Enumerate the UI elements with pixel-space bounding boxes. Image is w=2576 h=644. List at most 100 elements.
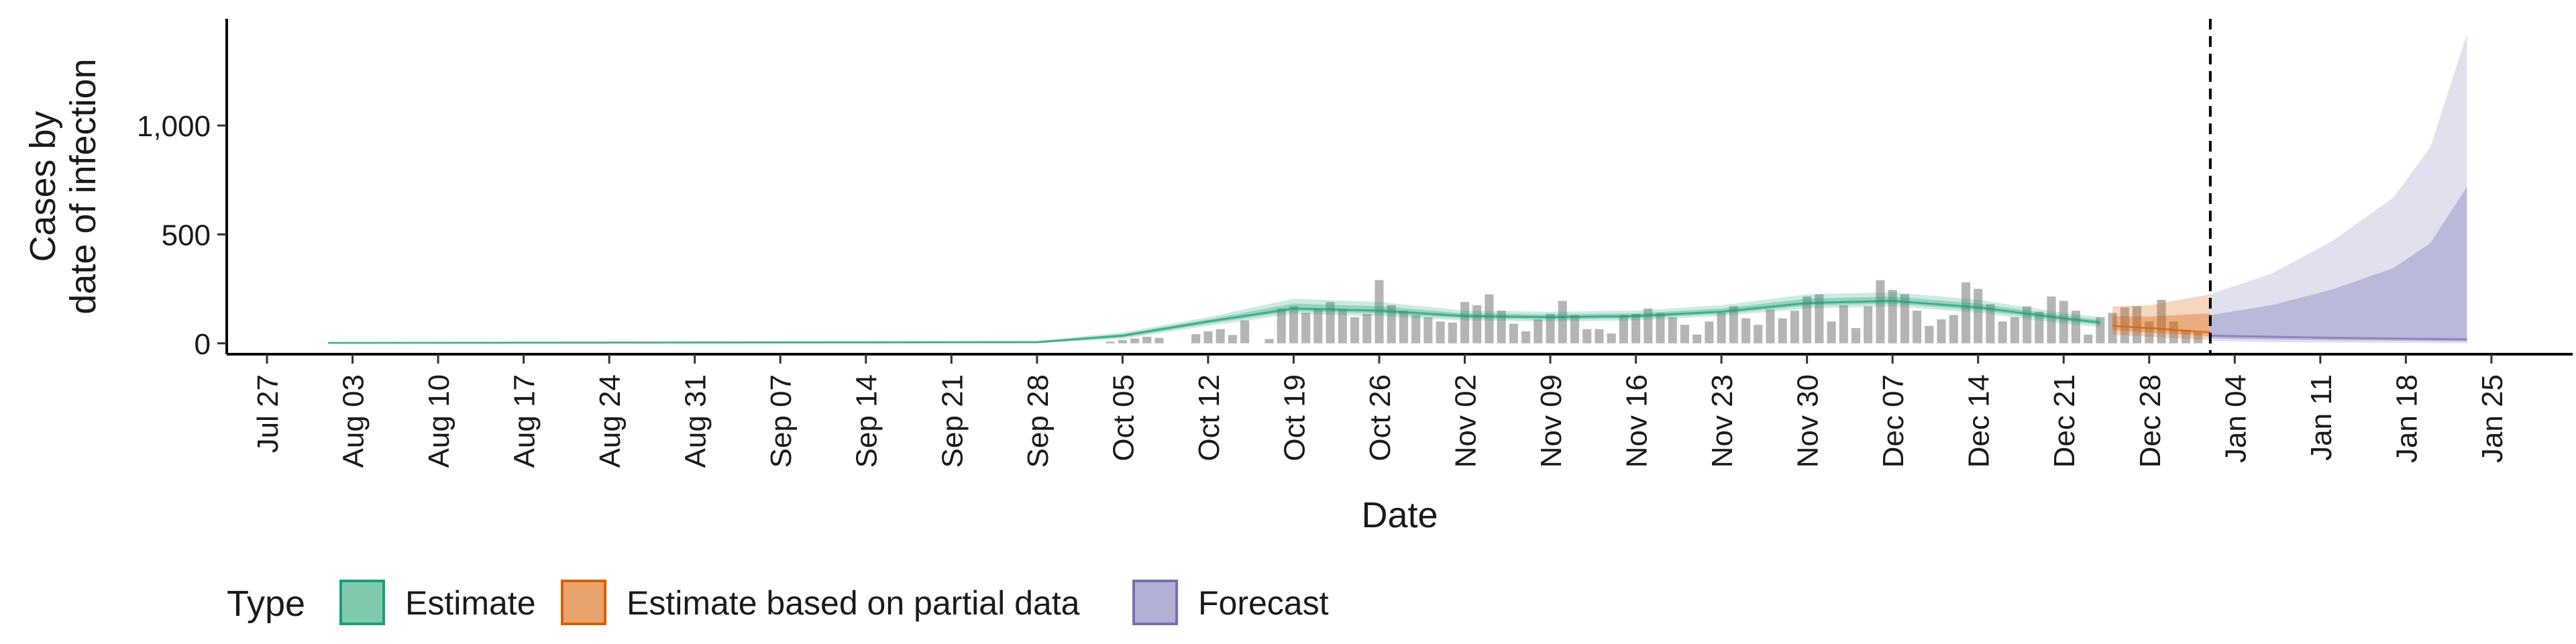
reported-case-bar	[1949, 315, 1958, 343]
x-tick-label: Sep 28	[1022, 374, 1055, 468]
reported-case-bar	[1497, 311, 1506, 343]
reported-case-bar	[1448, 322, 1457, 343]
reported-case-bar	[2108, 313, 2117, 343]
forecast-band-outer	[2210, 34, 2467, 343]
x-tick-label: Jan 04	[2219, 374, 2252, 463]
reported-case-bar	[1326, 302, 1335, 343]
x-tick-label: Nov 30	[1792, 374, 1825, 468]
reported-case-bar	[1240, 320, 1250, 343]
x-tick-label: Nov 09	[1535, 374, 1568, 468]
y-axis-title-line-2: date of infection	[63, 58, 103, 314]
reported-case-bar	[1277, 308, 1286, 343]
estimate-lines	[328, 299, 2467, 344]
reported-case-bar	[1778, 318, 1787, 343]
y-axis-title: Cases by date of infection	[23, 58, 103, 314]
reported-case-bar	[1888, 290, 1897, 343]
reported-case-bar	[1644, 308, 1653, 343]
reported-case-bar	[1155, 337, 1164, 343]
x-tick-label: Aug 10	[423, 374, 455, 468]
reported-case-bar	[2194, 332, 2203, 343]
reported-case-bar	[1338, 309, 1347, 343]
reported-case-bar	[1399, 311, 1408, 343]
reported-case-bar	[1411, 315, 1421, 343]
y-tick-label: 500	[162, 219, 211, 252]
x-tick-label: Nov 16	[1621, 374, 1654, 468]
reported-case-bar	[1350, 317, 1360, 343]
reported-case-bar	[1619, 315, 1628, 343]
reported-case-bar	[1864, 306, 1873, 343]
reported-case-bar	[1851, 328, 1861, 343]
reported-case-bar	[1827, 321, 1836, 343]
reported-case-bar	[1521, 331, 1531, 343]
x-tick-label: Sep 07	[765, 374, 798, 468]
reported-case-bar	[1460, 302, 1470, 343]
reported-case-bar	[2169, 321, 2178, 343]
x-tick-label: Dec 21	[2048, 374, 2081, 468]
x-tick-label: Oct 05	[1107, 374, 1140, 462]
x-tick-label: Aug 03	[337, 374, 370, 468]
reported-case-bar	[1913, 311, 1922, 343]
reported-case-bar	[1570, 315, 1580, 343]
reported-case-bar	[1790, 311, 1799, 343]
reported-case-bar	[2096, 317, 2105, 343]
reported-case-bar	[2010, 317, 2019, 343]
x-tick-label: Aug 17	[508, 374, 541, 468]
x-tick-label: Oct 26	[1364, 374, 1397, 462]
y-tick-label: 1,000	[137, 110, 211, 143]
reported-case-bar	[1582, 329, 1592, 343]
reported-case-bar	[2157, 299, 2166, 343]
x-tick-label: Jul 27	[252, 374, 284, 453]
x-axis-ticks: Jul 27 Aug 03 Aug 10 Aug 17 Aug 24 Aug 31 Sep …	[252, 354, 2509, 468]
reported-case-bar	[1130, 338, 1140, 343]
legend-label-partial-estimate: Estimate based on partial data	[627, 584, 1080, 622]
legend-key-forecast	[1132, 580, 1178, 625]
reported-case-bar	[1472, 305, 1482, 343]
reported-case-bar	[1729, 306, 1738, 343]
reported-case-bar	[2035, 311, 2044, 343]
legend-key-partial-estimate	[561, 580, 606, 625]
legend-label-forecast: Forecast	[1198, 584, 1329, 622]
x-tick-label: Nov 02	[1449, 374, 1482, 468]
legend-title: Type	[227, 584, 305, 624]
reported-case-bar	[2084, 334, 2093, 343]
reported-case-bar	[1546, 313, 1555, 343]
x-axis-title: Date	[1361, 495, 1438, 535]
reported-case-bar	[1203, 331, 1213, 343]
reported-case-bar	[1289, 306, 1298, 343]
reported-case-bar	[1839, 305, 1848, 343]
reported-case-bar	[2023, 306, 2032, 343]
reported-case-bar	[2132, 306, 2142, 343]
reported-case-bar	[2181, 330, 2190, 343]
x-tick-label: Oct 12	[1193, 374, 1226, 462]
reported-case-bar	[1961, 282, 1971, 343]
reported-case-bar	[1313, 308, 1323, 343]
x-tick-label: Jan 25	[2476, 374, 2509, 463]
reported-case-bar	[1228, 335, 1237, 343]
legend-label-estimate: Estimate	[405, 584, 536, 622]
reported-case-bar	[1986, 304, 1995, 343]
reported-case-bar	[1301, 313, 1311, 343]
reported-case-bar	[1265, 339, 1274, 343]
reported-case-bar	[1717, 313, 1726, 343]
reported-case-bar	[1766, 309, 1775, 343]
legend-key-estimate	[339, 580, 385, 625]
axes: Jul 27 Aug 03 Aug 10 Aug 17 Aug 24 Aug 31 Sep …	[137, 19, 2573, 468]
reported-case-bar	[1876, 280, 1885, 343]
reported-case-bar	[1362, 313, 1372, 343]
x-tick-label: Aug 31	[680, 374, 712, 468]
reported-case-bar	[1607, 333, 1616, 343]
reported-case-bar	[1998, 321, 2007, 343]
reported-case-bar	[1937, 319, 1946, 343]
y-axis-ticks: 0 500 1,000	[137, 110, 227, 361]
forecast-median-line	[2210, 334, 2467, 341]
reported-case-bar	[1118, 339, 1127, 343]
reported-case-bar	[1558, 301, 1567, 343]
x-tick-label: Dec 28	[2134, 374, 2167, 468]
estimate-bands	[328, 34, 2467, 343]
reported-case-bar	[1900, 294, 1909, 343]
reported-case-bar	[2120, 307, 2129, 343]
reported-case-bar	[1656, 313, 1665, 343]
legend: Type Estimate Estimate based on partial …	[227, 580, 1329, 625]
x-tick-label: Oct 19	[1278, 374, 1311, 462]
